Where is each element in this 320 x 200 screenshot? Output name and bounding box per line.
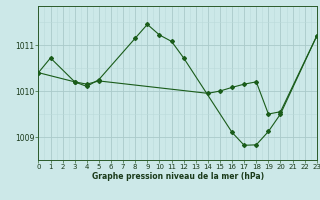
X-axis label: Graphe pression niveau de la mer (hPa): Graphe pression niveau de la mer (hPa) [92, 172, 264, 181]
